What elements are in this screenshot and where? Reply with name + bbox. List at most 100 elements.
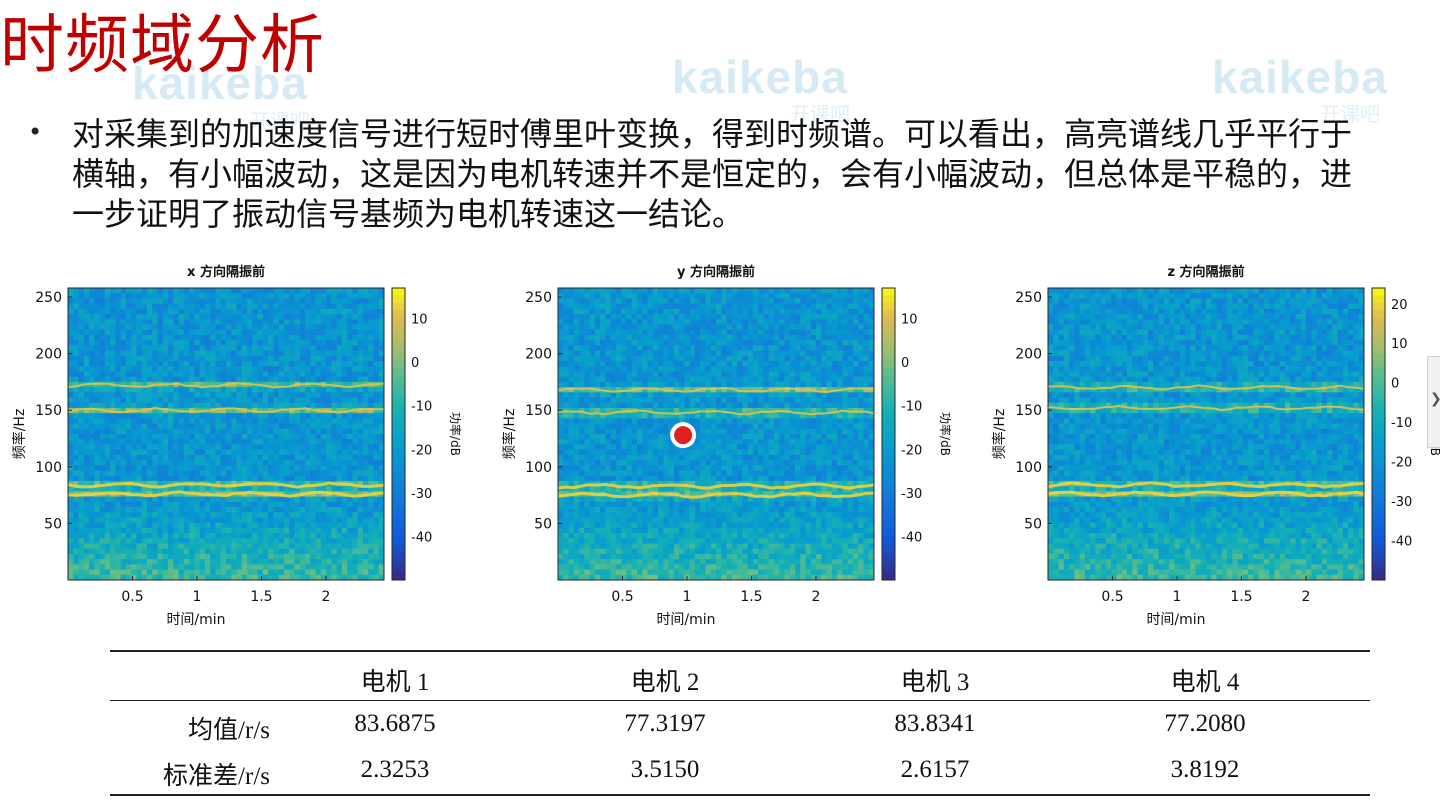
heatmap-cell xyxy=(178,355,185,362)
heatmap-cell xyxy=(615,402,622,409)
heatmap-cell xyxy=(684,486,691,492)
heatmap-cell xyxy=(594,413,601,419)
heatmap-cell xyxy=(305,355,311,362)
heatmap-cell xyxy=(199,376,206,383)
heatmap-cell xyxy=(120,444,127,451)
heatmap-cell xyxy=(115,319,122,325)
heatmap-cell xyxy=(147,303,153,310)
heatmap-cell xyxy=(673,496,680,503)
heatmap-cell xyxy=(178,512,185,518)
colorbar-segment xyxy=(392,295,405,304)
heatmap-cell xyxy=(289,460,295,466)
heatmap-cell xyxy=(278,553,285,560)
heatmap-cell xyxy=(373,371,380,378)
heatmap-cell xyxy=(262,486,269,492)
heatmap-cell xyxy=(584,314,590,320)
heatmap-cell xyxy=(99,366,106,372)
heatmap-cell xyxy=(362,298,369,305)
heatmap-cell xyxy=(141,303,148,310)
heatmap-cell xyxy=(647,350,654,357)
heatmap-cell xyxy=(679,293,685,299)
heatmap-cell xyxy=(679,314,685,320)
heatmap-cell xyxy=(73,564,79,570)
heatmap-cell xyxy=(600,288,606,294)
heatmap-cell xyxy=(700,288,706,294)
heatmap-cell xyxy=(589,381,596,388)
heatmap-cell xyxy=(347,402,353,409)
heatmap-cell xyxy=(157,418,164,424)
x-tick-label: 2 xyxy=(321,589,330,605)
heatmap-cell xyxy=(104,387,111,393)
heatmap-cell xyxy=(136,392,143,398)
heatmap-cell xyxy=(289,298,295,305)
heatmap-cell xyxy=(289,340,295,346)
heatmap-cell xyxy=(631,376,638,383)
heatmap-cell xyxy=(110,340,116,346)
heatmap-cell xyxy=(210,444,216,451)
colorbar-segment xyxy=(392,375,405,384)
colorbar-segment xyxy=(392,558,405,566)
heatmap-cell xyxy=(600,454,606,461)
heatmap-cell xyxy=(125,381,132,388)
heatmap-cell xyxy=(199,397,206,404)
heatmap-cell xyxy=(283,465,290,471)
heatmap-cell xyxy=(621,543,627,550)
heatmap-cell xyxy=(673,381,680,388)
heatmap-cell xyxy=(199,303,206,310)
heatmap-cell xyxy=(605,475,612,482)
x-tick-label: 0.5 xyxy=(121,589,143,605)
colorbar-segment xyxy=(392,426,405,435)
heatmap-cell xyxy=(104,288,111,294)
heatmap-cell xyxy=(278,569,285,576)
heatmap-cell xyxy=(621,345,627,351)
heatmap-cell xyxy=(294,527,301,534)
heatmap-cell xyxy=(679,355,685,362)
heatmap-cell xyxy=(268,559,274,565)
heatmap-cell xyxy=(231,387,237,393)
heatmap-cell xyxy=(231,350,237,357)
heatmap-cell xyxy=(241,298,248,305)
heatmap-cell xyxy=(231,366,237,372)
heatmap-cell xyxy=(573,460,580,466)
colorbar-segment xyxy=(392,536,405,544)
heatmap-cell xyxy=(73,574,79,581)
heatmap-cell xyxy=(600,407,606,414)
heatmap-cell xyxy=(204,366,211,372)
heatmap-cell xyxy=(278,371,285,378)
bullet-icon: • xyxy=(28,118,43,146)
heatmap-cell xyxy=(136,308,143,315)
heatmap-cell xyxy=(341,407,348,414)
heatmap-cell xyxy=(336,522,343,529)
heatmap-cell xyxy=(336,319,343,325)
heatmap-cell xyxy=(152,559,158,565)
heatmap-cell xyxy=(268,533,274,539)
heatmap-cell xyxy=(584,413,590,419)
heatmap-cell xyxy=(273,512,280,518)
heatmap-cell xyxy=(615,470,622,477)
heatmap-cell xyxy=(89,439,95,445)
heatmap-cell xyxy=(257,303,264,310)
heatmap-cell xyxy=(115,496,122,503)
heatmap-cell xyxy=(226,543,232,550)
heatmap-cell xyxy=(183,512,190,518)
heatmap-cell xyxy=(125,548,132,555)
heatmap-cell xyxy=(73,319,79,325)
heatmap-cell xyxy=(684,324,691,331)
heatmap-cell xyxy=(257,548,264,555)
heatmap-cell xyxy=(104,434,111,440)
heatmap-cell xyxy=(168,413,174,419)
heatmap-cell xyxy=(341,517,348,524)
heatmap-cell xyxy=(194,564,201,570)
heatmap-cell xyxy=(362,465,369,471)
heatmap-cell xyxy=(694,413,701,419)
heatmap-cell xyxy=(247,512,253,518)
heatmap-cell xyxy=(204,569,211,576)
heatmap-cell xyxy=(610,319,617,325)
heatmap-cell xyxy=(357,486,364,492)
heatmap-cell xyxy=(668,298,675,305)
heatmap-cell xyxy=(89,553,95,560)
heatmap-cell xyxy=(210,527,216,534)
heatmap-cell xyxy=(558,428,564,435)
heatmap-cell xyxy=(294,522,301,529)
heatmap-cell xyxy=(621,381,627,388)
